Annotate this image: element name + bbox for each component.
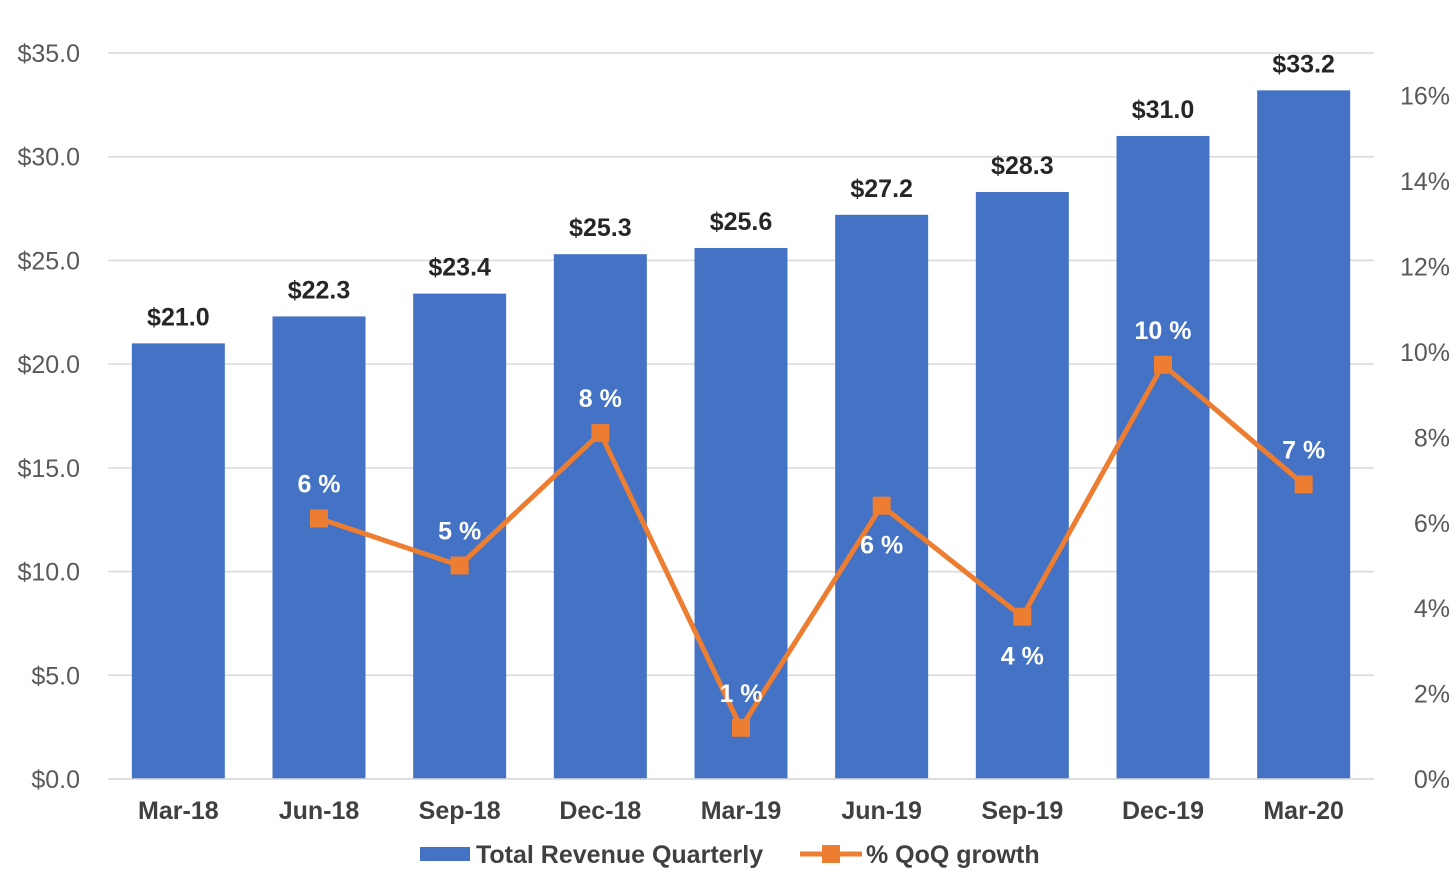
bar [131,343,225,779]
revenue-bars [131,90,1351,780]
x-tick-label: Dec-19 [1122,797,1204,825]
y2-tick-label: 4% [1414,595,1450,623]
bar-data-label: $22.3 [288,276,351,304]
x-tick-label: Jun-19 [841,797,922,825]
growth-marker [1294,475,1313,494]
y2-tick-label: 14% [1400,168,1450,196]
growth-data-label: 6 % [297,470,340,498]
bar [553,254,647,780]
right-y-axis: 0% 2% 4% 6% 8% 10% 12% 14% 16% [1400,83,1450,794]
x-tick-label: Mar-18 [138,797,219,825]
revenue-bar-labels: $21.0 $22.3 $23.4 $25.3 $25.6 $27.2 $28.3 $31.0… [147,50,1335,331]
y-tick-label: $35.0 [17,40,80,68]
bar [1257,90,1351,779]
x-tick-label: Mar-19 [701,797,782,825]
y-tick-label: $15.0 [17,455,80,483]
bar [975,191,1069,779]
bar-data-label: $25.3 [569,214,632,242]
y2-tick-label: 16% [1400,83,1450,111]
x-tick-label: Sep-19 [981,797,1063,825]
growth-line-series [310,355,1313,737]
legend-label-revenue: Total Revenue Quarterly [476,841,763,869]
x-tick-label: Jun-18 [279,797,360,825]
y-tick-label: $20.0 [17,351,80,379]
legend: Total Revenue Quarterly % QoQ growth [420,841,1040,869]
growth-line-labels: 6 % 5 % 8 % 1 % 6 % 4 % 10 % 7 % [297,317,1325,708]
bar [272,316,366,779]
y2-tick-label: 10% [1400,339,1450,367]
growth-marker [450,556,469,575]
legend-swatch-growth-marker [822,845,840,863]
bar-data-label: $33.2 [1272,50,1335,78]
bar-data-label: $31.0 [1132,96,1195,124]
bar-data-label: $25.6 [710,208,773,236]
bar [1116,135,1210,779]
y2-tick-label: 8% [1414,424,1450,452]
growth-data-label: 5 % [438,517,481,545]
growth-marker [591,424,610,443]
y-tick-label: $5.0 [31,662,80,690]
y2-tick-label: 0% [1414,766,1450,794]
y-tick-label: $25.0 [17,247,80,275]
bar [694,247,788,780]
growth-marker [1154,355,1172,374]
y-tick-label: $10.0 [17,559,80,587]
x-tick-label: Sep-18 [419,797,501,825]
growth-data-label: 4 % [1001,643,1044,671]
x-tick-label: Dec-18 [559,797,641,825]
x-tick-label: Mar-20 [1263,797,1344,825]
growth-line [318,362,1306,731]
growth-marker [872,496,891,515]
bar-data-label: $27.2 [850,175,913,203]
growth-data-label: 6 % [860,532,903,560]
growth-data-label: 8 % [579,385,622,413]
y-tick-label: $30.0 [17,144,80,172]
x-axis: Mar-18 Jun-18 Sep-18 Dec-18 Mar-19 Jun-19 Sep-… [108,778,1374,825]
left-y-axis: $0.0 $5.0 $10.0 $15.0 $20.0 $25.0 $30.0 $35.0 [17,40,80,794]
growth-marker [732,718,750,737]
growth-marker [310,509,328,528]
growth-marker [1013,607,1032,626]
y-tick-label: $0.0 [31,766,80,794]
y2-tick-label: 2% [1414,681,1450,709]
y2-tick-label: 12% [1400,254,1450,282]
bar-data-label: $28.3 [991,152,1054,180]
legend-label-growth: % QoQ growth [866,841,1040,869]
bar-data-label: $21.0 [147,303,210,331]
legend-swatch-revenue [420,847,470,861]
y2-tick-label: 6% [1414,510,1450,538]
growth-data-label: 7 % [1282,436,1325,464]
growth-data-label: 10 % [1135,317,1192,345]
growth-data-label: 1 % [719,680,762,708]
bar-data-label: $23.4 [428,254,491,282]
